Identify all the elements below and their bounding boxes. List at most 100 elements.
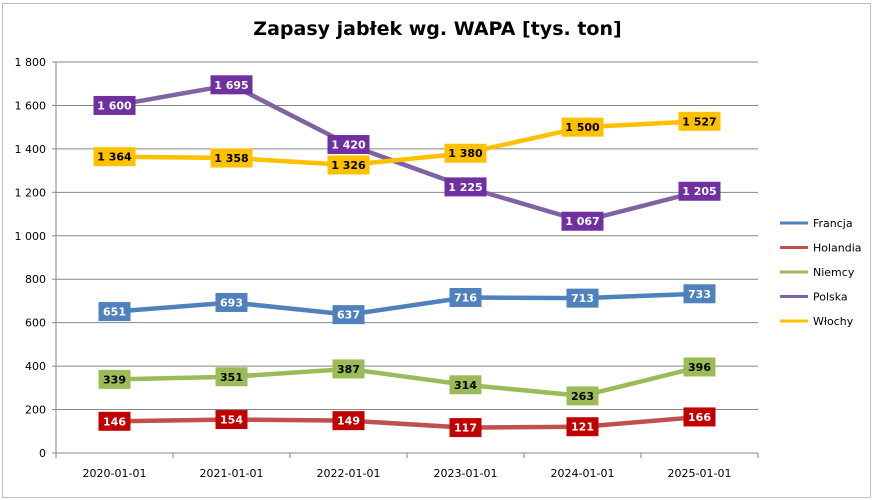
data-label-text: 149 bbox=[337, 415, 360, 428]
data-label-box bbox=[98, 302, 131, 322]
data-label: 121 bbox=[566, 417, 599, 437]
y-tick-label: 400 bbox=[25, 360, 46, 373]
data-label-box bbox=[332, 411, 365, 431]
y-tick-label: 0 bbox=[39, 447, 46, 460]
x-tick-label: 2024-01-01 bbox=[551, 467, 615, 480]
data-label-box bbox=[327, 155, 370, 175]
data-label-box bbox=[215, 292, 248, 312]
data-label: 117 bbox=[449, 418, 482, 438]
legend-label: Niemcy bbox=[813, 266, 855, 279]
data-label: 166 bbox=[683, 407, 716, 427]
data-label-text: 693 bbox=[220, 296, 243, 309]
data-label: 314 bbox=[449, 375, 482, 395]
data-label: 396 bbox=[683, 357, 716, 377]
data-label: 1 500 bbox=[561, 117, 604, 137]
x-tick-label: 2023-01-01 bbox=[434, 467, 498, 480]
data-label-box bbox=[98, 369, 131, 389]
x-tick-label: 2022-01-01 bbox=[317, 467, 381, 480]
data-label-text: 154 bbox=[220, 414, 243, 427]
data-label: 693 bbox=[215, 292, 248, 312]
data-label-box bbox=[561, 117, 604, 137]
y-tick-label: 600 bbox=[25, 317, 46, 330]
data-label-box bbox=[215, 367, 248, 387]
y-tick-label: 1 600 bbox=[15, 99, 47, 112]
data-label: 387 bbox=[332, 359, 365, 379]
data-label-box bbox=[332, 305, 365, 325]
data-label-text: 1 225 bbox=[448, 181, 482, 194]
data-label: 1 205 bbox=[678, 181, 721, 201]
data-label-text: 339 bbox=[103, 373, 126, 386]
data-label: 351 bbox=[215, 367, 248, 387]
data-label-box bbox=[98, 411, 131, 431]
data-label-text: 713 bbox=[571, 292, 594, 305]
data-label: 263 bbox=[566, 386, 599, 406]
data-label-box bbox=[327, 135, 370, 155]
data-label: 1 364 bbox=[93, 147, 136, 167]
data-label-box bbox=[683, 357, 716, 377]
data-label-box bbox=[566, 417, 599, 437]
data-label-box bbox=[210, 75, 253, 95]
x-tick-label: 2020-01-01 bbox=[83, 467, 147, 480]
y-tick-label: 800 bbox=[25, 273, 46, 286]
data-label-text: 1 380 bbox=[448, 147, 483, 160]
data-label: 1 695 bbox=[210, 75, 253, 95]
data-label-box bbox=[449, 418, 482, 438]
chart-frame: Zapasy jabłek wg. WAPA [tys. ton] bbox=[2, 3, 871, 498]
data-label-box bbox=[449, 375, 482, 395]
legend-item-włochy: Włochy bbox=[780, 315, 854, 328]
data-label-text: 117 bbox=[454, 422, 477, 435]
data-label-text: 1 600 bbox=[97, 99, 132, 112]
data-label-text: 396 bbox=[688, 361, 711, 374]
data-label: 716 bbox=[449, 287, 482, 307]
data-label: 651 bbox=[98, 302, 131, 322]
data-label: 149 bbox=[332, 411, 365, 431]
data-label: 1 420 bbox=[327, 135, 370, 155]
data-label-text: 1 067 bbox=[565, 215, 599, 228]
series-line-włochy bbox=[112, 119, 702, 168]
data-label-box bbox=[93, 95, 136, 115]
series-line-francja bbox=[112, 291, 702, 317]
y-tick-label: 200 bbox=[25, 404, 46, 417]
legend-item-holandia: Holandia bbox=[780, 242, 862, 255]
data-label: 339 bbox=[98, 369, 131, 389]
data-label: 1 527 bbox=[678, 111, 721, 131]
y-tick-label: 1 200 bbox=[15, 186, 47, 199]
series-line-holandia bbox=[112, 414, 702, 430]
chart-title: Zapasy jabłek wg. WAPA [tys. ton] bbox=[253, 18, 622, 40]
data-label-text: 1 695 bbox=[214, 79, 248, 92]
data-label: 733 bbox=[683, 284, 716, 304]
data-label-text: 314 bbox=[454, 379, 477, 392]
data-label-box bbox=[683, 407, 716, 427]
data-label-box bbox=[444, 143, 487, 163]
data-label-box bbox=[444, 177, 487, 197]
grid-layer bbox=[56, 61, 758, 454]
legend-label: Holandia bbox=[813, 242, 862, 255]
data-label-text: 351 bbox=[220, 371, 243, 384]
data-label-text: 1 500 bbox=[565, 121, 600, 134]
legend: Francja Holandia Niemcy Polska Włochy bbox=[780, 217, 862, 328]
data-label: 1 067 bbox=[561, 211, 604, 231]
data-label-box bbox=[566, 386, 599, 406]
legend-item-polska: Polska bbox=[780, 291, 848, 304]
y-tick-label: 1 000 bbox=[15, 230, 47, 243]
data-label-text: 1 527 bbox=[682, 115, 716, 128]
data-label-text: 166 bbox=[688, 411, 711, 424]
data-label-box bbox=[449, 287, 482, 307]
legend-item-niemcy: Niemcy bbox=[780, 266, 855, 279]
data-label: 1 225 bbox=[444, 177, 487, 197]
data-label-box bbox=[561, 211, 604, 231]
data-label-layer: 651 693 637 716 713 733 146 154 149 117 121 166 339 3… bbox=[93, 75, 721, 438]
legend-label: Włochy bbox=[813, 315, 854, 328]
data-label-text: 651 bbox=[103, 306, 126, 319]
data-label-box bbox=[566, 288, 599, 308]
series-line-niemcy bbox=[112, 364, 702, 399]
data-label-text: 263 bbox=[571, 390, 594, 403]
data-label-text: 1 420 bbox=[331, 139, 366, 152]
data-label-text: 121 bbox=[571, 421, 594, 434]
data-label: 154 bbox=[215, 410, 248, 430]
data-label-text: 637 bbox=[337, 309, 360, 322]
data-label-text: 1 326 bbox=[331, 159, 366, 172]
data-label-box bbox=[683, 284, 716, 304]
data-label-text: 387 bbox=[337, 363, 360, 376]
